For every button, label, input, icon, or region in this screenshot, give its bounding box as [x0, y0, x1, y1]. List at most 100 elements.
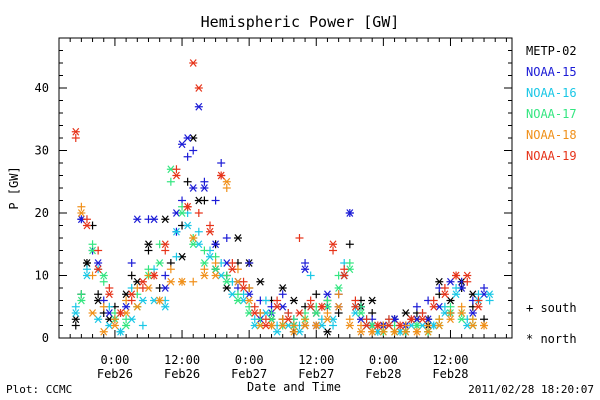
x-tick-label-time: 12:00 [164, 353, 200, 367]
point-north [155, 259, 164, 267]
point-south [200, 265, 209, 274]
point-south [77, 202, 86, 211]
x-tick-label-time: 0:00 [369, 353, 398, 367]
point-north [295, 309, 304, 317]
x-axis-label: Date and Time [247, 380, 341, 394]
point-north [222, 177, 231, 186]
point-north [301, 265, 310, 274]
y-tick-label: 40 [35, 81, 49, 95]
point-north [424, 327, 433, 336]
point-south [82, 265, 91, 274]
point-north [116, 309, 125, 317]
point-south [127, 296, 136, 305]
point-south [474, 296, 483, 305]
y-tick-label: 0 [42, 331, 49, 345]
point-north [200, 184, 209, 192]
point-south [412, 302, 421, 311]
point-north [172, 227, 181, 236]
point-south [172, 252, 181, 261]
point-north [150, 215, 159, 224]
point-north [323, 327, 332, 336]
point-south [71, 321, 80, 330]
point-north [412, 327, 421, 336]
point-south [94, 246, 103, 255]
point-south [323, 296, 332, 305]
point-north [396, 321, 405, 330]
point-north [278, 284, 287, 292]
point-north [340, 271, 349, 280]
point-north [189, 59, 198, 67]
point-north [334, 302, 343, 311]
point-north [88, 309, 97, 317]
point-north [211, 265, 220, 274]
point-south [329, 321, 338, 330]
y-tick-label: 10 [35, 269, 49, 283]
point-south [345, 315, 354, 324]
legend: METP-02 NOAA-15 NOAA-16 NOAA-17 NOAA-18 NOAA-… [526, 44, 577, 163]
point-north [345, 321, 354, 330]
data-points [71, 59, 494, 336]
point-north [183, 221, 192, 230]
legend-item: METP-02 [526, 44, 577, 58]
point-south [110, 315, 119, 324]
point-north [172, 171, 181, 180]
point-north [200, 259, 209, 267]
point-north [373, 321, 382, 330]
point-north [217, 171, 226, 180]
x-tick-label-date: Feb26 [164, 367, 200, 381]
point-north [222, 277, 231, 286]
point-south [222, 271, 231, 280]
point-north [94, 265, 103, 274]
point-south [99, 302, 108, 311]
point-north [166, 277, 175, 286]
point-north [468, 321, 477, 330]
point-north [138, 277, 147, 286]
y-axis: 0 10 20 30 40 [35, 37, 512, 345]
point-north [99, 271, 108, 280]
x-tick-label-time: 12:00 [432, 353, 468, 367]
point-north [345, 209, 354, 217]
x-tick-label-date: Feb27 [231, 367, 267, 381]
point-north [245, 296, 254, 305]
point-south [340, 265, 349, 274]
point-north [468, 309, 477, 317]
point-south [211, 196, 220, 205]
point-south [362, 315, 371, 324]
marker-legend-south: + south [526, 301, 577, 315]
point-north [446, 277, 455, 286]
point-north [161, 240, 170, 249]
point-north [412, 321, 421, 330]
point-south [418, 309, 427, 317]
x-axis: 0:00Feb2612:00Feb260:00Feb2712:00Feb270:… [69, 38, 507, 381]
x-tick-label-date: Feb28 [365, 367, 401, 381]
point-south [429, 296, 438, 305]
point-south [468, 315, 477, 324]
point-north [452, 290, 461, 299]
point-south [228, 259, 237, 267]
point-north [94, 315, 103, 324]
point-south [161, 271, 170, 280]
point-south [306, 271, 315, 280]
point-south [239, 277, 248, 286]
point-north [77, 209, 86, 217]
point-south [94, 290, 103, 299]
point-north [105, 290, 114, 299]
point-north [200, 271, 209, 280]
point-north [94, 259, 103, 267]
point-south [88, 240, 97, 249]
point-north [407, 315, 416, 324]
marker-legend-north: * north [526, 332, 577, 346]
point-north [401, 309, 410, 317]
point-north [71, 127, 80, 136]
point-north [99, 327, 108, 336]
point-north [401, 327, 410, 336]
point-north [194, 84, 203, 92]
point-north [150, 271, 159, 280]
x-tick-label-date: Feb26 [97, 367, 133, 381]
point-north [278, 321, 287, 330]
point-south [435, 315, 444, 324]
point-south [284, 309, 293, 317]
point-south [194, 209, 203, 217]
point-north [379, 327, 388, 336]
point-north [362, 321, 371, 330]
